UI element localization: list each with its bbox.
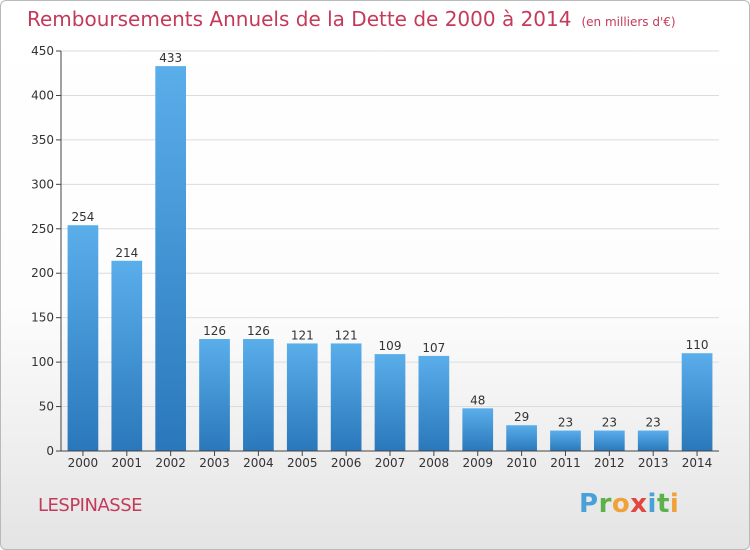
x-tick-label: 2004 bbox=[243, 456, 274, 470]
commune-name: LESPINASSE bbox=[38, 495, 143, 516]
x-tick-label: 2014 bbox=[682, 456, 713, 470]
bar-value-label: 23 bbox=[646, 416, 661, 430]
x-tick-label: 2005 bbox=[287, 456, 318, 470]
axes bbox=[56, 50, 719, 456]
proxiti-logo: Proxiti bbox=[579, 489, 680, 519]
bar-2003 bbox=[199, 339, 230, 451]
x-tick-label: 2013 bbox=[638, 456, 669, 470]
bar-2014 bbox=[681, 353, 713, 451]
bar-value-label: 110 bbox=[686, 338, 709, 352]
y-tick-label: 150 bbox=[31, 311, 54, 325]
y-tick-label: 450 bbox=[31, 44, 54, 58]
bar-2010 bbox=[506, 425, 537, 451]
y-tick-label: 100 bbox=[31, 355, 54, 369]
bar-2005 bbox=[286, 343, 318, 451]
bar-value-label: 126 bbox=[247, 324, 270, 338]
x-tick-label: 2006 bbox=[331, 456, 362, 470]
x-tick-label: 2011 bbox=[550, 456, 581, 470]
bar-2004 bbox=[243, 339, 274, 451]
bar-2006 bbox=[330, 343, 362, 451]
bar-value-label: 48 bbox=[470, 393, 485, 407]
y-tick-label: 0 bbox=[46, 444, 54, 458]
y-tick-label: 50 bbox=[39, 400, 54, 414]
bars bbox=[67, 66, 713, 451]
chart-title: Remboursements Annuels de la Dette de 20… bbox=[27, 7, 676, 31]
x-tick-label: 2010 bbox=[506, 456, 537, 470]
bar-value-label: 214 bbox=[115, 246, 138, 260]
bar-value-label: 29 bbox=[514, 410, 529, 424]
x-tick-label: 2002 bbox=[155, 456, 186, 470]
x-tick-label: 2012 bbox=[594, 456, 625, 470]
bar-value-label: 126 bbox=[203, 324, 226, 338]
bar-2002 bbox=[155, 66, 187, 451]
bar-2013 bbox=[637, 430, 669, 451]
bar-2008 bbox=[418, 355, 450, 451]
x-tick-label: 2009 bbox=[462, 456, 493, 470]
y-tick-label: 400 bbox=[31, 88, 54, 102]
bar-2007 bbox=[374, 354, 406, 451]
bar-value-label: 121 bbox=[291, 328, 314, 342]
x-tick-label: 2003 bbox=[199, 456, 230, 470]
bar-2001 bbox=[111, 260, 143, 451]
y-tick-label: 200 bbox=[31, 266, 54, 280]
chart-unit: (en milliers d'€) bbox=[581, 15, 676, 29]
bar-2012 bbox=[593, 430, 625, 451]
bar-2011 bbox=[550, 430, 581, 451]
x-tick-label: 2007 bbox=[375, 456, 406, 470]
chart-title-text: Remboursements Annuels de la Dette de 20… bbox=[27, 7, 572, 31]
x-tick-label: 2001 bbox=[112, 456, 143, 470]
y-tick-label: 300 bbox=[31, 177, 54, 191]
bar-value-label: 433 bbox=[159, 51, 182, 65]
bar-value-label: 254 bbox=[71, 210, 94, 224]
x-tick-label: 2000 bbox=[68, 456, 99, 470]
bar-value-label: 23 bbox=[602, 416, 617, 430]
bar-2000 bbox=[67, 225, 99, 451]
bar-2009 bbox=[462, 408, 494, 451]
bar-value-label: 109 bbox=[379, 339, 402, 353]
x-tick-label: 2008 bbox=[419, 456, 450, 470]
bar-value-label: 23 bbox=[558, 416, 573, 430]
y-tick-label: 250 bbox=[31, 222, 54, 236]
bar-value-label: 121 bbox=[335, 328, 358, 342]
labels: 0 50 100 150 200 250 300 350 400 450 254 2000 214 200… bbox=[31, 44, 712, 470]
bar-value-label: 107 bbox=[422, 341, 445, 355]
y-tick-label: 350 bbox=[31, 133, 54, 147]
